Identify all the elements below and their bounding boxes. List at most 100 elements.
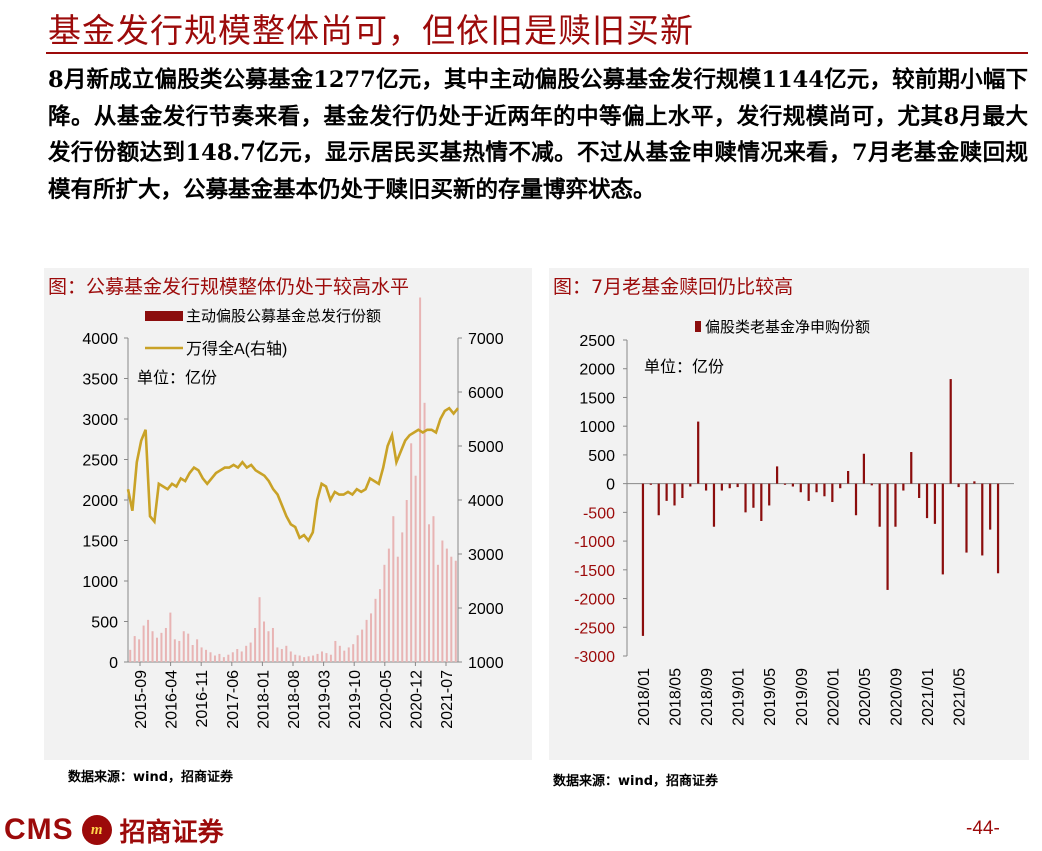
issuance-bar [436, 564, 439, 662]
x-tick-label: 2018/01 [636, 668, 653, 726]
net-subscription-bar [760, 483, 763, 521]
y-tick-label: 1000 [82, 574, 118, 591]
net-subscription-bar [996, 483, 1000, 574]
net-subscription-bar [649, 483, 652, 485]
issuance-bar [271, 627, 274, 662]
x-tick-label: 2018-08 [286, 670, 303, 729]
y-tick-label: 4000 [82, 331, 118, 348]
issuance-bar [133, 636, 136, 662]
issuance-bar [155, 637, 158, 662]
x-tick-label: 2019/01 [731, 668, 748, 726]
net-subscription-bar [791, 483, 794, 487]
y2-tick-label: 2000 [468, 601, 504, 618]
issuance-bar [142, 625, 145, 662]
x-tick-label: 2020/09 [888, 668, 905, 726]
y-tick-label: 1500 [579, 390, 615, 407]
issuance-bar [383, 564, 386, 662]
net-subscription-bar [862, 453, 866, 484]
net-subscription-bar [681, 483, 684, 498]
issuance-bar [236, 649, 239, 662]
issuance-bar [343, 650, 346, 662]
net-subscription-bar [807, 483, 810, 501]
issuance-bar [222, 657, 225, 662]
net-subscription-bar [704, 483, 708, 491]
x-tick-label: 2017-06 [225, 670, 242, 729]
net-subscription-bar [941, 483, 944, 575]
issuance-bar [334, 640, 337, 662]
issuance-bar [213, 655, 216, 662]
issuance-bar [356, 635, 359, 662]
x-tick-label: 2018/05 [668, 668, 685, 726]
issuance-bar [267, 631, 270, 662]
x-tick-label: 2020-05 [378, 670, 395, 729]
x-tick-label: 2016-11 [194, 670, 211, 728]
net-subscription-bar [831, 483, 834, 503]
y-tick-label: 0 [606, 477, 615, 494]
net-subscription-bar [902, 483, 905, 491]
issuance-bar [231, 652, 234, 662]
net-subscription-bar [894, 483, 897, 527]
issuance-bar [352, 644, 355, 662]
y2-tick-label: 4000 [468, 493, 504, 510]
net-subscription-bar [799, 483, 802, 493]
issuance-bar [370, 613, 373, 662]
net-subscription-bar [815, 483, 818, 493]
left-chart-title: 图：公募基金发行规模整体仍处于较高水平 [48, 276, 410, 298]
net-subscription-bar [886, 483, 889, 590]
issuance-bar [396, 556, 399, 662]
y-tick-label: -1000 [574, 534, 615, 551]
y-tick-label: -500 [583, 505, 615, 522]
unit-label: 单位：亿份 [137, 369, 217, 387]
x-tick-label: 2019/05 [762, 668, 779, 726]
y2-tick-label: 1000 [468, 655, 504, 672]
net-subscription-bar [981, 483, 984, 556]
issuance-bar [428, 524, 431, 662]
net-subscription-bar [847, 470, 850, 484]
issuance-bar [151, 631, 154, 662]
issuance-bar [294, 654, 297, 662]
issuance-bar [209, 652, 212, 662]
issuance-bar [249, 642, 252, 662]
y-tick-label: 500 [91, 615, 118, 632]
right-chart-source: 数据来源：wind，招商证券 [553, 774, 719, 789]
x-tick-label: 2018/09 [699, 668, 716, 726]
issuance-bar [187, 633, 190, 662]
y-tick-label: 1500 [82, 534, 118, 551]
issuance-bar [316, 653, 319, 662]
issuance-bar [129, 649, 132, 662]
issuance-bar [432, 516, 435, 662]
issuance-bar [138, 639, 141, 662]
issuance-bar [200, 647, 203, 662]
x-tick-label: 2016-04 [164, 670, 181, 729]
x-tick-label: 2019/09 [794, 668, 811, 726]
x-tick-label: 2015-09 [133, 670, 150, 729]
net-subscription-bar [933, 483, 937, 524]
issuance-bar [182, 631, 185, 662]
net-subscription-bar [918, 483, 921, 498]
unit-label: 单位：亿份 [644, 358, 724, 376]
issuance-bar [169, 612, 172, 662]
issuance-bar [329, 654, 332, 662]
issuance-bar [298, 655, 301, 662]
issuance-bar [423, 402, 426, 662]
issuance-bar [414, 475, 417, 662]
net-subscription-bar [823, 483, 826, 497]
net-subscription-bar [744, 483, 747, 513]
y2-tick-label: 6000 [468, 385, 504, 402]
issuance-bar [160, 632, 163, 662]
y-tick-label: -3000 [574, 649, 615, 666]
net-subscription-bar [925, 483, 929, 519]
issuance-bar [173, 639, 176, 662]
legend-bar-label: 偏股类老基金净申购份额 [705, 319, 870, 336]
issuance-bar [164, 627, 167, 662]
x-tick-label: 2021/01 [920, 668, 937, 726]
net-subscription-bar [878, 483, 881, 527]
y-tick-label: 1000 [579, 419, 615, 436]
issuance-bar [450, 556, 453, 662]
issuance-bar [147, 619, 150, 662]
issuance-bar [361, 629, 364, 662]
net-subscription-bar [728, 483, 731, 489]
left-chart-panel [44, 268, 532, 760]
issuance-bar [374, 598, 377, 662]
net-subscription-bar [783, 483, 787, 485]
